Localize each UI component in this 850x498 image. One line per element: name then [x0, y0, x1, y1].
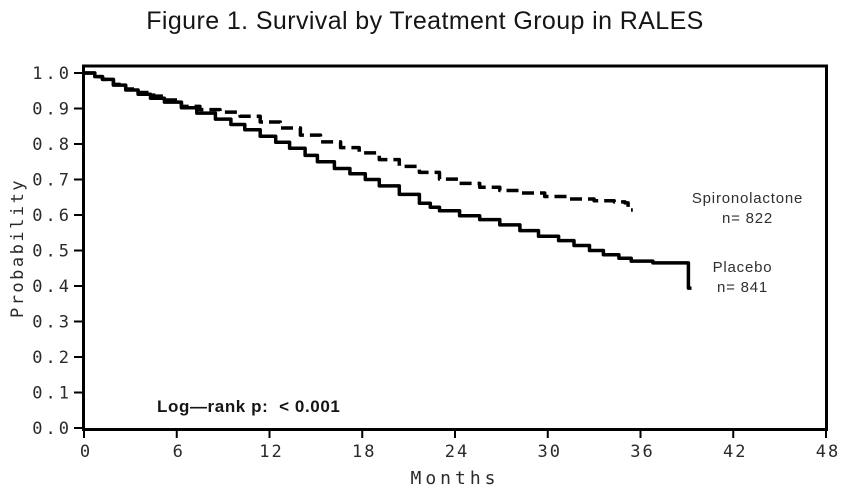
- x-tick-label: 48: [816, 442, 840, 462]
- y-tick-label: 0.6: [32, 206, 72, 226]
- y-tick-label: 0.0: [32, 419, 72, 439]
- y-tick-label: 0.8: [32, 135, 72, 155]
- y-axis-label: Probability: [8, 177, 28, 319]
- curve-spironolactone: [84, 71, 633, 212]
- y-tick-label: 0.1: [32, 384, 72, 404]
- legend-placebo-n: n= 841: [716, 279, 769, 296]
- legend-spironolactone-name: Spironolactone: [691, 190, 804, 207]
- y-tick-label: 0.7: [32, 171, 72, 191]
- y-tick-label: 0.2: [32, 348, 72, 368]
- y-tick-label: 0.4: [32, 277, 72, 297]
- x-tick-label: 42: [723, 442, 747, 462]
- legend-spironolactone: Spironolactone n= 822: [680, 190, 815, 227]
- x-tick-label: 6: [173, 442, 185, 462]
- legend-placebo-name: Placebo: [712, 259, 773, 276]
- legend-placebo: Placebo n= 841: [675, 259, 810, 296]
- y-tick-label: 0.9: [32, 100, 72, 120]
- legend-spironolactone-n: n= 822: [721, 210, 774, 227]
- x-tick-label: 36: [630, 442, 654, 462]
- log-rank-annotation: Log—rank p: < 0.001: [157, 397, 341, 416]
- y-tick-label: 0.5: [32, 242, 72, 262]
- curve-placebo: [84, 71, 692, 290]
- x-tick-label: 30: [538, 442, 562, 462]
- x-tick-label: 18: [352, 442, 376, 462]
- x-axis-label: Months: [410, 468, 500, 489]
- y-tick-label: 0.3: [32, 313, 72, 333]
- plot-frame: [82, 64, 828, 431]
- y-tick-label: 1.0: [32, 64, 72, 84]
- x-tick-label: 24: [445, 442, 469, 462]
- x-tick-label: 0: [80, 442, 92, 462]
- x-tick-label: 12: [259, 442, 283, 462]
- figure-title: Figure 1. Survival by Treatment Group in…: [146, 7, 704, 35]
